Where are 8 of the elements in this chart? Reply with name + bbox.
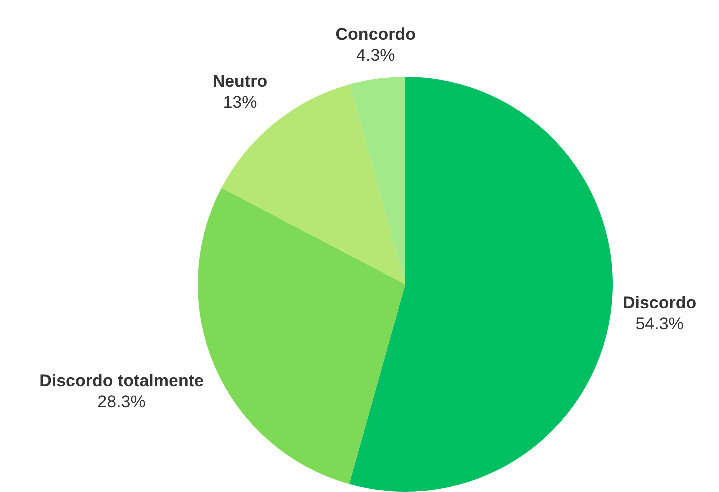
slice-label: Concordo — [336, 25, 416, 44]
slice-label: Discordo — [622, 294, 697, 313]
slice-label: Neutro — [212, 72, 268, 91]
data-label: 13% — [223, 92, 258, 112]
data-label: 28.3% — [98, 392, 146, 412]
slice-label: Discordo totalmente — [40, 372, 204, 391]
data-label: 4.3% — [356, 46, 396, 66]
data-label: 54.3% — [636, 314, 684, 334]
